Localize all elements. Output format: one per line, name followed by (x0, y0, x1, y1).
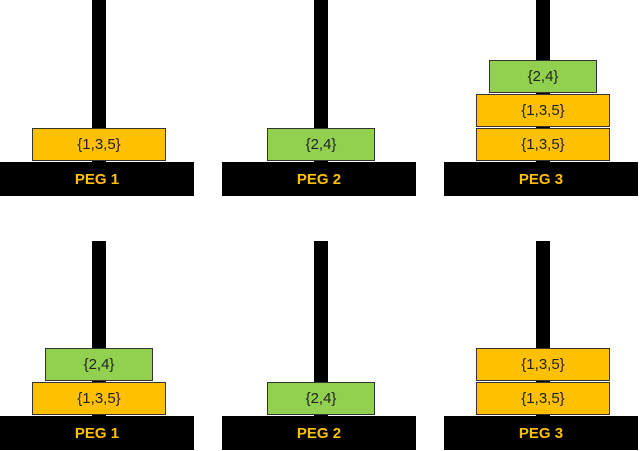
disk: {2,4} (489, 60, 597, 93)
disk: {2,4} (267, 128, 375, 161)
peg-base: PEG 1 (0, 416, 194, 450)
disk: {1,3,5} (32, 382, 166, 415)
peg-base: PEG 3 (444, 162, 638, 196)
disk: {1,3,5} (476, 382, 610, 415)
disk: {2,4} (45, 348, 153, 381)
peg-base: PEG 1 (0, 162, 194, 196)
peg-pole (314, 0, 328, 162)
peg-base: PEG 2 (222, 162, 416, 196)
disk: {1,3,5} (476, 128, 610, 161)
disk: {1,3,5} (476, 94, 610, 127)
disk: {1,3,5} (32, 128, 166, 161)
peg-base: PEG 2 (222, 416, 416, 450)
disk: {2,4} (267, 382, 375, 415)
peg-pole (92, 0, 106, 162)
disk: {1,3,5} (476, 348, 610, 381)
peg-base: PEG 3 (444, 416, 638, 450)
peg-pole (314, 241, 328, 416)
